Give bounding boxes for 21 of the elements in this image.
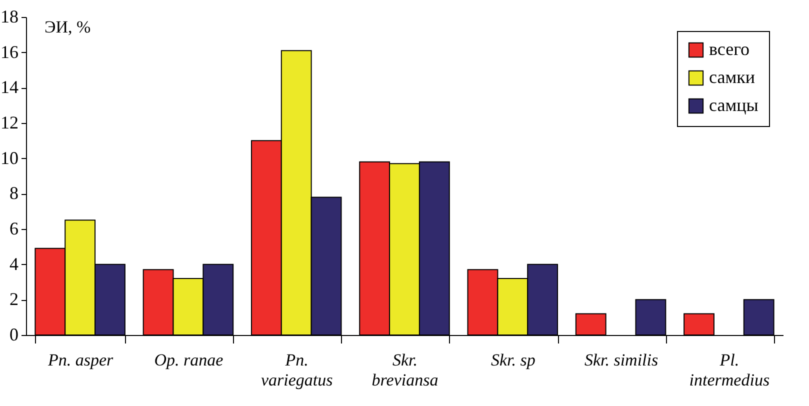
legend-label: самки xyxy=(709,67,756,87)
y-tick-label: 18 xyxy=(0,6,18,26)
y-axis-title: ЭИ, % xyxy=(44,18,91,36)
y-tick-label: 14 xyxy=(0,77,18,98)
x-tick-label: Skr. sp xyxy=(490,350,536,370)
x-tick-label: Op. ranae xyxy=(154,350,224,370)
legend-label: всего xyxy=(709,39,750,59)
x-tick-label: Pl. intermedius xyxy=(689,350,770,390)
x-tick-label: Skr. breviansa xyxy=(372,350,438,390)
x-tick-label: Pn. asper xyxy=(46,350,114,370)
y-tick-label: 4 xyxy=(10,254,18,274)
y-tick-label: 16 xyxy=(0,42,18,62)
x-tick-label: Pn. variegatus xyxy=(260,350,334,390)
y-tick-label: 6 xyxy=(10,218,18,238)
y-tick-label: 2 xyxy=(10,289,18,310)
y-tick-label: 0 xyxy=(10,324,18,344)
y-tick-label: 10 xyxy=(0,148,18,168)
x-tick-label: Skr. similis xyxy=(584,350,659,370)
legend-label: самцы xyxy=(709,95,758,115)
y-tick-label: 12 xyxy=(0,112,18,132)
y-tick-label: 8 xyxy=(10,183,18,204)
